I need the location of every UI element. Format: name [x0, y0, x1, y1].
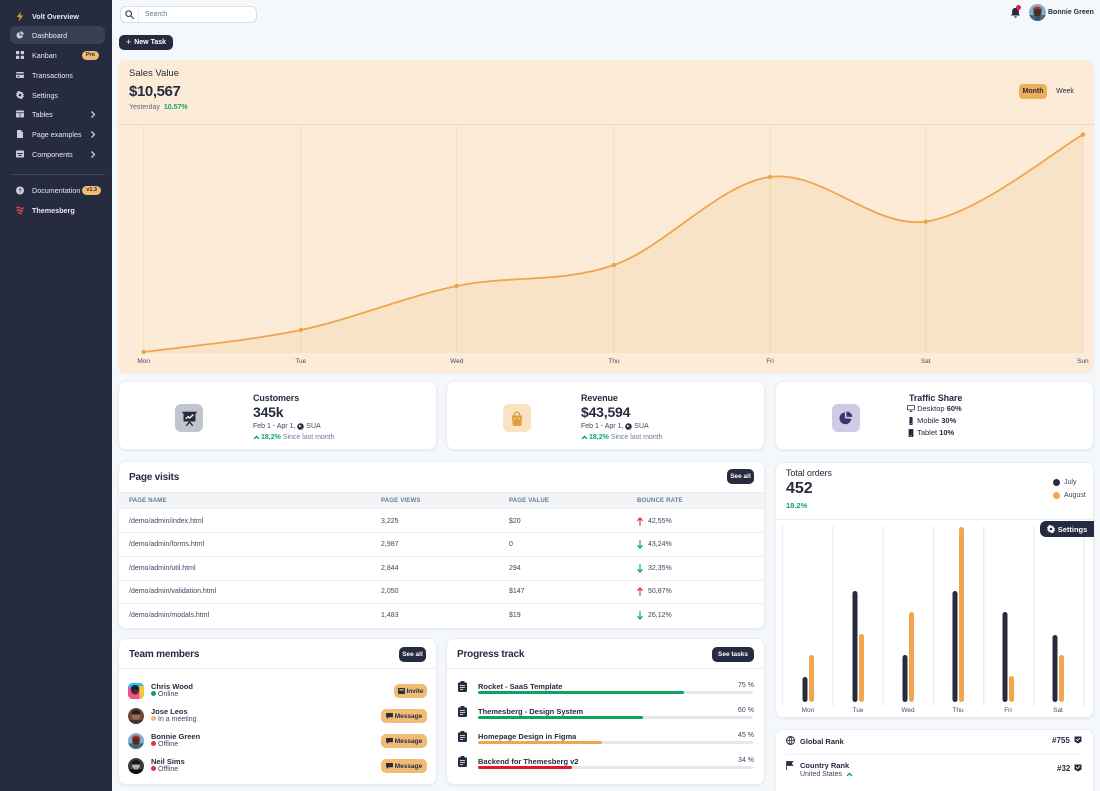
svg-text:Sat: Sat [1053, 707, 1063, 714]
svg-text:Fri: Fri [1004, 707, 1012, 714]
svg-text:Wed: Wed [901, 707, 915, 714]
svg-text:Fri: Fri [766, 358, 774, 365]
svg-text:Mon: Mon [802, 707, 815, 714]
svg-text:Wed: Wed [450, 358, 464, 365]
svg-text:Thu: Thu [952, 707, 964, 714]
svg-text:Sat: Sat [921, 358, 931, 365]
svg-text:Sun: Sun [1077, 358, 1089, 365]
svg-text:Tue: Tue [295, 358, 306, 365]
svg-text:?: ? [18, 188, 21, 194]
svg-text:Thu: Thu [608, 358, 620, 365]
svg-text:Mon: Mon [137, 358, 150, 365]
svg-text:Tue: Tue [853, 707, 864, 714]
